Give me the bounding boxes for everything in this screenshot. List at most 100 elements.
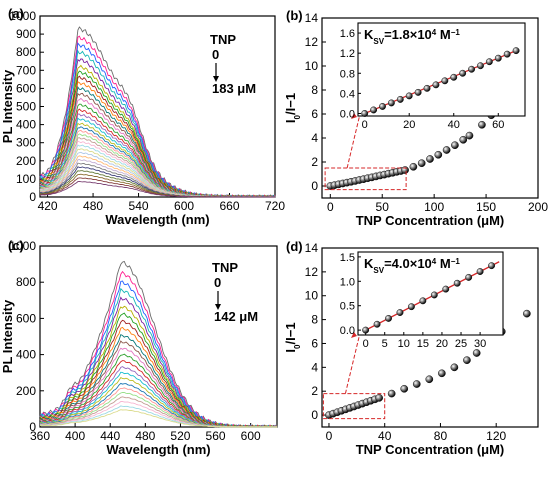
y-tick-label: 400 (16, 348, 36, 362)
inset-y-tick-label: 0.8 (340, 68, 355, 80)
inset-data-point (465, 273, 473, 281)
annotation-label: TNP (210, 32, 236, 47)
inset-data-point (450, 73, 458, 81)
data-point (465, 131, 474, 140)
data-point (523, 309, 531, 318)
y-tick-label: 12 (305, 265, 319, 279)
x-tick-label: 150 (476, 200, 496, 214)
inset-y-tick-label: 1.2 (340, 48, 355, 60)
inset-x-tick-label: 10 (398, 338, 410, 350)
y-tick-label: 0 (29, 420, 36, 434)
y-axis-label: PL Intensity (0, 69, 15, 143)
x-tick-label: 400 (65, 429, 85, 443)
panel-0: 420 480 540 600 660 720 0 100 200 300 400 500 600 700… (0, 6, 285, 227)
x-tick-label: 40 (378, 429, 392, 443)
inset-data-point (430, 291, 438, 299)
data-point (425, 375, 434, 384)
inset-y-tick-label: 0.4 (340, 88, 355, 100)
inset-x-tick-label: 5 (382, 338, 388, 350)
y-tick-label: 1000 (9, 9, 36, 23)
x-tick-label: 560 (206, 429, 226, 443)
inset-data-point (419, 297, 427, 305)
inset-data-point (477, 62, 484, 70)
y-axis-label: PL Intensity (0, 299, 15, 373)
plot-frame (321, 247, 539, 428)
data-point (459, 135, 468, 144)
y-tick-label: 600 (16, 311, 36, 325)
spectrum-line (39, 409, 277, 428)
y-tick-label: 10 (305, 289, 319, 303)
x-tick-label: 600 (241, 429, 261, 443)
inset-data-point (407, 303, 415, 311)
inset-data-point (385, 314, 392, 322)
y-tick-label: 400 (16, 118, 36, 132)
data-point (387, 389, 396, 398)
spectrum-line (39, 97, 275, 198)
zoom-arrow-head (351, 113, 357, 119)
inset-x-tick-label: 25 (455, 338, 467, 350)
x-tick-label: 120 (486, 429, 506, 443)
inset-data-point (488, 262, 496, 270)
x-tick-label: 480 (83, 199, 103, 213)
spectrum-line (39, 49, 276, 198)
x-tick-label: 600 (174, 199, 194, 213)
x-tick-label: 200 (528, 200, 548, 214)
data-point (437, 369, 446, 378)
inset-x-tick-label: 20 (436, 338, 448, 350)
spectrum-line (39, 260, 278, 428)
data-point (442, 146, 451, 154)
inset-x-tick-label: 20 (403, 119, 415, 131)
y-tick-label: 200 (16, 384, 36, 398)
inset-y-tick-label: 0.5 (340, 301, 355, 313)
data-point (409, 162, 418, 171)
x-tick-label: 480 (135, 429, 155, 443)
y-tick-label: 700 (16, 63, 36, 77)
inset-data-point (503, 50, 511, 58)
x-tick-label: 80 (434, 429, 448, 443)
zoom-box (322, 393, 386, 420)
y-tick-label: 8 (311, 83, 318, 97)
panel-label: (b) (286, 8, 303, 23)
zoom-connector (344, 332, 361, 394)
y-tick-label: 2 (311, 155, 318, 169)
data-point (375, 394, 383, 402)
panel-3: 0 40 80 120 0 2 4 6 8 10 12 14 TNP Concentration (μM… (283, 239, 539, 457)
x-tick-label: 0 (326, 429, 333, 443)
inset-y-tick-label: 1.0 (340, 276, 355, 288)
x-tick-label: 660 (220, 199, 240, 213)
inset-data-point (396, 309, 404, 316)
panel-label: (a) (8, 6, 24, 21)
inset-y-tick-label: 1.6 (340, 28, 355, 40)
inset-y-tick-label: 1.5 (340, 252, 355, 264)
inset-data-point (387, 99, 395, 107)
inset-data-point (485, 58, 493, 66)
panel-2: 360 400 440 480 520 560 600 0 200 400 600 800 1000 Wa… (0, 238, 278, 457)
annotation-start: 0 (212, 47, 219, 62)
y-axis-label: I0/I−1 (283, 322, 302, 352)
inset-data-point (512, 47, 520, 55)
data-point (400, 384, 409, 393)
x-tick-label: 0 (327, 200, 334, 214)
x-axis-label: TNP Concentration (μM) (356, 213, 505, 228)
inset-data-point (370, 106, 378, 114)
spectrum-line (39, 312, 278, 428)
annotation-start: 0 (214, 275, 221, 290)
y-tick-label: 800 (16, 45, 36, 59)
x-tick-label: 420 (38, 199, 58, 213)
inset-data-point (373, 320, 381, 328)
inset-x-tick-label: 0 (362, 119, 368, 131)
inset-data-point (405, 92, 413, 100)
plot-frame (321, 17, 539, 199)
y-tick-label: 10 (305, 59, 319, 73)
inset-x-tick-label: 60 (492, 119, 504, 131)
inset-data-point (362, 326, 370, 334)
y-tick-label: 0 (311, 408, 318, 422)
data-point (478, 120, 486, 129)
data-point (412, 380, 421, 388)
y-tick-label: 800 (16, 275, 36, 289)
ksv-annotation: KSV=1.8×104 M−1 (364, 27, 460, 46)
y-tick-label: 12 (305, 35, 319, 49)
inset-data-point (379, 102, 386, 110)
inset-data-point (476, 268, 484, 275)
y-tick-label: 8 (311, 313, 318, 327)
